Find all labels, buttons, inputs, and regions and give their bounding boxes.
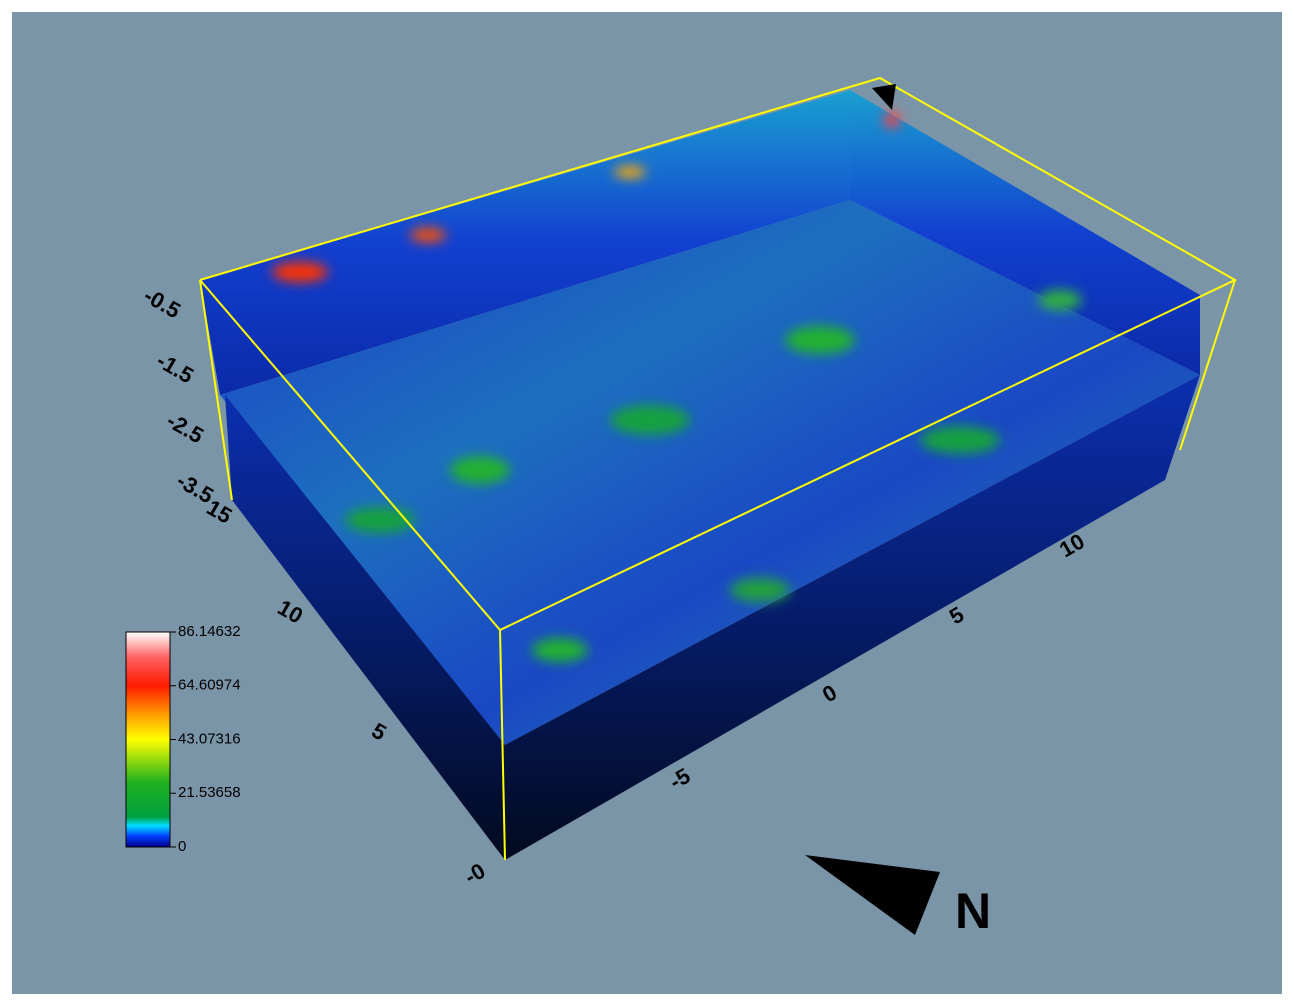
front-left-face xyxy=(225,395,505,860)
corner-marker xyxy=(872,84,896,110)
colorbar-label: 64.60974 xyxy=(178,677,241,694)
front-right-face xyxy=(505,375,1200,860)
volume xyxy=(199,76,1238,861)
depth-slice xyxy=(220,200,1200,745)
north-arrow xyxy=(805,855,940,935)
bounding-box-edge xyxy=(499,629,506,861)
bounding-box-edge xyxy=(1179,279,1236,451)
colorbar-label: 86.14632 xyxy=(178,623,241,640)
colorbar-label: 43.07316 xyxy=(178,730,241,747)
colorbar-label: 0 xyxy=(178,838,186,855)
back-right-wall xyxy=(850,90,1200,375)
north-label: N xyxy=(955,883,991,939)
bounding-box-edge xyxy=(199,279,233,501)
anomalies xyxy=(272,112,1082,662)
colorbar-label: 21.53658 xyxy=(178,784,241,801)
colorbar xyxy=(125,631,171,848)
back-left-wall xyxy=(200,90,850,395)
